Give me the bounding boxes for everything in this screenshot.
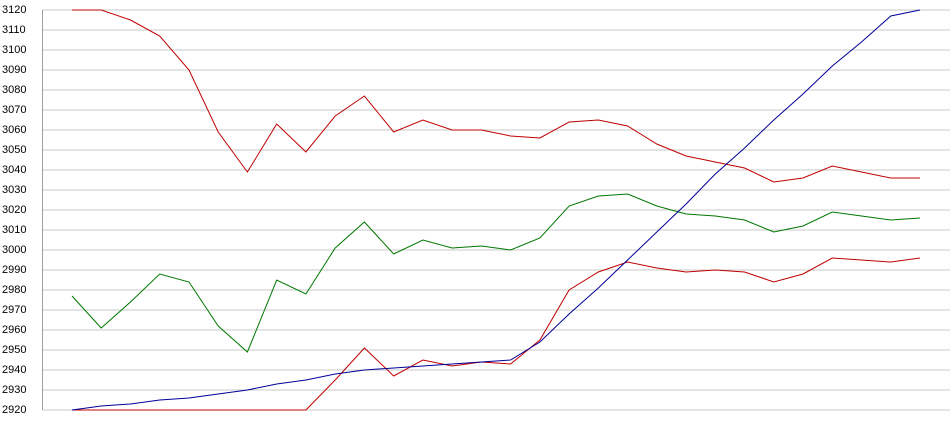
y-tick-label: 3030 [2, 184, 26, 196]
y-tick-label: 2930 [2, 384, 26, 396]
y-tick-label: 2990 [2, 264, 26, 276]
series-line [72, 9, 920, 183]
y-tick-label: 3080 [2, 84, 26, 96]
y-tick-label: 3020 [2, 204, 26, 216]
y-tick-label: 2970 [2, 304, 26, 316]
y-tick-label: 2980 [2, 284, 26, 296]
series-line [71, 193, 921, 353]
y-tick-label: 3090 [2, 64, 26, 76]
y-tick-label: 3110 [2, 24, 26, 36]
y-tick-label: 3060 [2, 124, 26, 136]
y-tick-label: 3100 [2, 44, 26, 56]
y-tick-label: 3000 [2, 244, 26, 256]
y-tick-label: 3120 [2, 4, 26, 16]
y-tick-label: 3050 [2, 144, 26, 156]
series-line [71, 9, 921, 411]
y-tick-label: 2940 [2, 364, 26, 376]
y-tick-label: 3010 [2, 224, 26, 236]
y-tick-label: 3070 [2, 104, 26, 116]
y-tick-label: 2950 [2, 344, 26, 356]
series-line [72, 257, 921, 411]
y-tick-label: 2920 [2, 404, 26, 416]
y-tick-label: 3040 [2, 164, 26, 176]
y-tick-label: 2960 [2, 324, 26, 336]
